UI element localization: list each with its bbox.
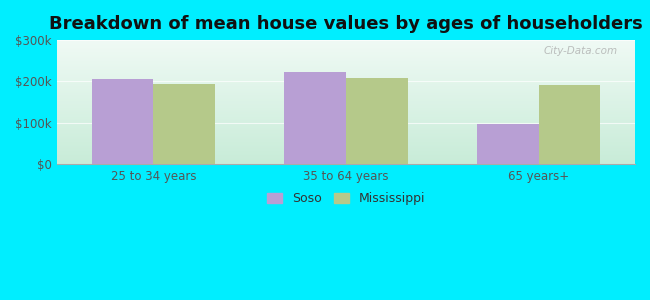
Title: Breakdown of mean house values by ages of householders: Breakdown of mean house values by ages o…: [49, 15, 643, 33]
Bar: [346, 78, 408, 164]
Bar: [285, 72, 346, 164]
Text: City-Data.com: City-Data.com: [543, 46, 618, 56]
Bar: [539, 85, 601, 164]
Bar: [153, 84, 215, 164]
Legend: Soso, Mississippi: Soso, Mississippi: [262, 187, 430, 210]
Bar: [92, 79, 153, 164]
Bar: [477, 124, 539, 164]
